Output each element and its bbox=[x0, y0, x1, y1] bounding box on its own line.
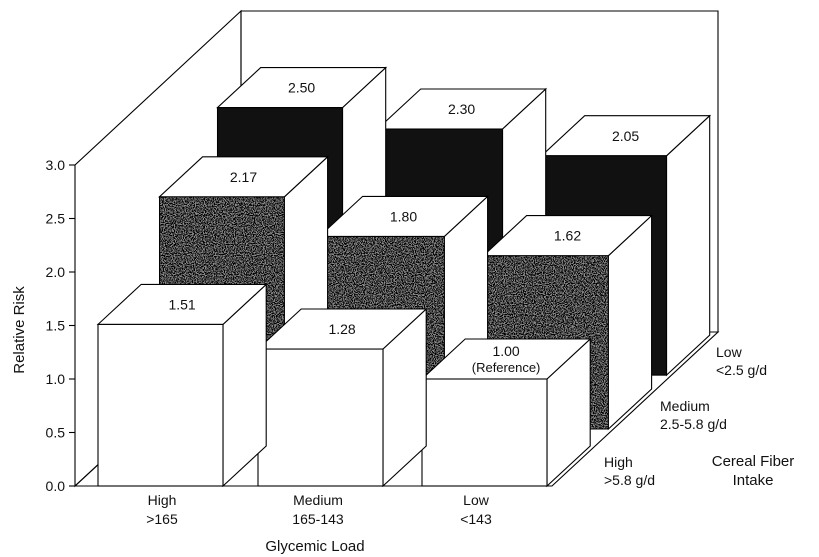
depth-label: Low bbox=[716, 344, 743, 360]
x-axis-title: Glycemic Load bbox=[265, 538, 364, 555]
bar: 1.00(Reference) bbox=[420, 337, 592, 488]
category-label: Medium bbox=[293, 492, 343, 508]
y-tick-label: 0.0 bbox=[46, 478, 66, 494]
y-tick-label: 1.5 bbox=[46, 318, 66, 334]
bar-value-label: 1.00 bbox=[492, 343, 519, 359]
bar-front bbox=[257, 348, 384, 487]
y-tick-label: 2.0 bbox=[46, 264, 66, 280]
bar-value-label: 1.28 bbox=[328, 321, 355, 337]
bar-value-label: 2.50 bbox=[288, 80, 315, 96]
depth-label: Medium bbox=[660, 398, 710, 414]
bar-value-label: 2.05 bbox=[612, 128, 639, 144]
bar-side bbox=[665, 114, 711, 377]
bar-value-label: 1.51 bbox=[168, 296, 195, 312]
bar: 1.28 bbox=[256, 307, 428, 488]
depth-axis-title-line1: Cereal Fiber bbox=[712, 453, 795, 470]
y-tick-label: 0.5 bbox=[46, 425, 66, 441]
y-tick-label: 3.0 bbox=[46, 157, 66, 173]
y-axis-title: Relative Risk bbox=[11, 286, 28, 374]
y-tick-label: 2.5 bbox=[46, 211, 66, 227]
bar-front bbox=[97, 323, 224, 487]
bar: 1.51 bbox=[96, 283, 268, 488]
bar-value-label: 2.17 bbox=[230, 169, 257, 185]
y-tick-label: 1.0 bbox=[46, 371, 66, 387]
category-label: Low bbox=[463, 492, 490, 508]
bars: 2.052.302.501.621.802.171.00(Reference)1… bbox=[96, 66, 712, 488]
category-sublabel: >165 bbox=[146, 511, 178, 527]
depth-label: High bbox=[604, 454, 633, 470]
category-label: High bbox=[148, 492, 177, 508]
bar-value-label: 1.62 bbox=[554, 228, 581, 244]
category-sublabel: <143 bbox=[460, 511, 492, 527]
depth-sublabel: <2.5 g/d bbox=[716, 362, 767, 378]
chart-labels: Relative Risk Glycemic Load Cereal Fiber… bbox=[11, 286, 794, 555]
depth-axis-title-line2: Intake bbox=[733, 472, 774, 489]
depth-sublabel: >5.8 g/d bbox=[604, 472, 655, 488]
bar-value-label: 1.80 bbox=[390, 208, 417, 224]
category-sublabel: 165-143 bbox=[292, 511, 344, 527]
reference-note: (Reference) bbox=[472, 360, 541, 375]
bar-front bbox=[421, 378, 548, 487]
bar-value-label: 2.30 bbox=[448, 101, 475, 117]
y-axis: 0.0 0.5 1.0 1.5 2.0 2.5 3.0 bbox=[46, 157, 75, 494]
depth-sublabel: 2.5-5.8 g/d bbox=[660, 416, 727, 432]
